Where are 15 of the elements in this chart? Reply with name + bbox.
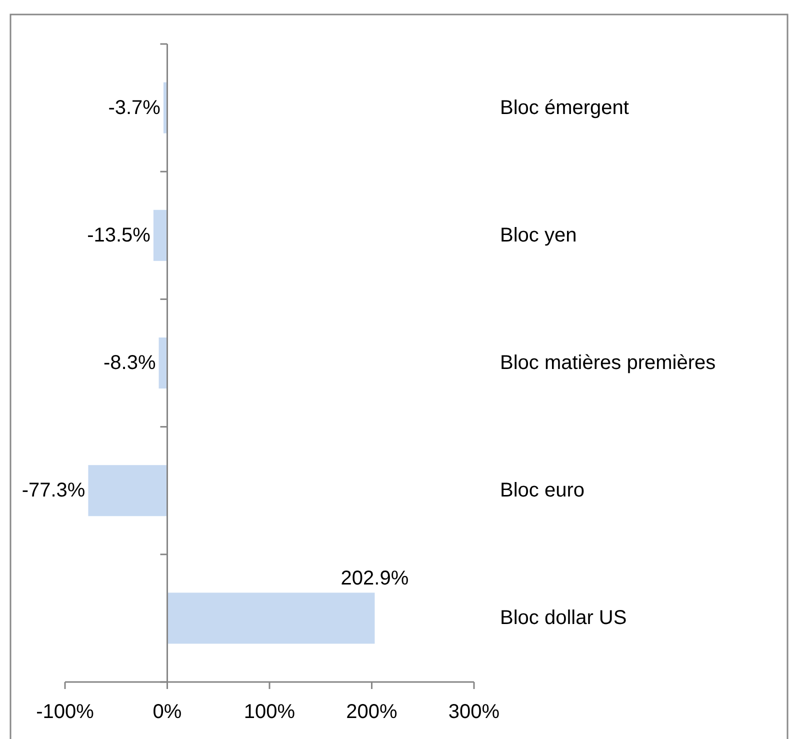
y-tick-label: Bloc matières premières [500,352,716,374]
data-label: -3.7% [108,96,161,119]
x-tick-label: -100% [36,701,94,723]
x-tick-label: 100% [244,701,296,723]
x-tick-label: 300% [448,701,500,723]
data-label: 202.9% [340,568,409,590]
data-label: -77.3% [22,480,86,502]
data-label: -13.5% [87,224,151,246]
y-tick-label: Bloc euro [500,480,584,502]
y-tick-label: Bloc yen [500,224,577,246]
x-tick-label: 200% [346,701,398,723]
y-tick-label: Bloc dollar US [500,607,627,630]
y-tick-label: Bloc émergent [500,96,630,119]
x-tick-label: 0% [152,701,182,723]
data-label: -8.3% [104,352,156,374]
